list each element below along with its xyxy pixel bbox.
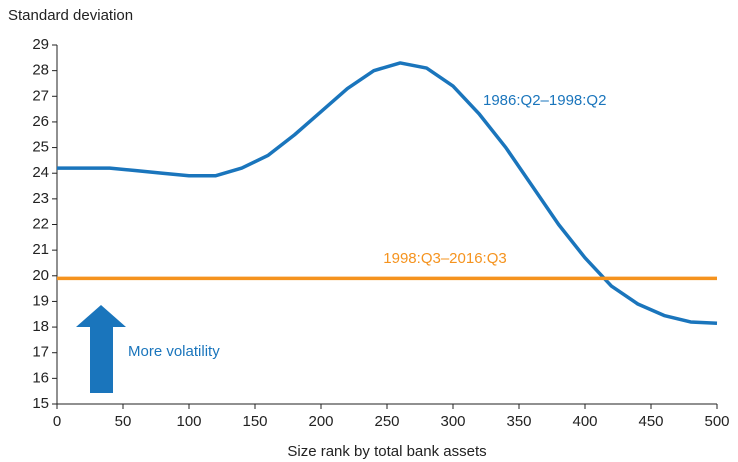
y-tick-label: 22 <box>32 215 49 232</box>
y-tick-label: 17 <box>32 344 49 361</box>
series-label: 1986:Q2–1998:Q2 <box>483 92 606 109</box>
arrow <box>76 305 126 393</box>
x-tick-label: 50 <box>115 413 132 430</box>
y-tick-label: 16 <box>32 369 49 386</box>
x-tick-label: 450 <box>638 413 663 430</box>
series-line <box>57 61 718 325</box>
x-tick-label: 200 <box>308 413 333 430</box>
y-tick-label: 24 <box>32 164 49 181</box>
x-tick-label: 0 <box>53 413 61 430</box>
y-tick-label: 18 <box>32 318 49 335</box>
y-tick-label: 15 <box>32 395 49 412</box>
x-tick-label: 400 <box>572 413 597 430</box>
annotation: More volatility <box>128 343 220 360</box>
y-tick-label: 25 <box>32 139 49 156</box>
y-tick-label: 19 <box>32 292 49 309</box>
x-tick-label: 250 <box>374 413 399 430</box>
y-tick-label: 26 <box>32 113 49 130</box>
x-tick-label: 100 <box>176 413 201 430</box>
x-tick-label: 500 <box>704 413 729 430</box>
y-tick-label: 29 <box>32 36 49 53</box>
y-tick-label: 21 <box>32 241 49 258</box>
x-tick-label: 300 <box>440 413 465 430</box>
y-tick-label: 28 <box>32 62 49 79</box>
y-tick-label: 23 <box>32 190 49 207</box>
y-axis-title: Standard deviation <box>8 7 133 24</box>
x-tick-label: 150 <box>242 413 267 430</box>
y-tick-label: 20 <box>32 267 49 284</box>
x-axis-title: Size rank by total bank assets <box>287 443 486 460</box>
x-tick-label: 350 <box>506 413 531 430</box>
series-label: 1998:Q3–2016:Q3 <box>383 250 506 267</box>
y-tick-label: 27 <box>32 87 49 104</box>
